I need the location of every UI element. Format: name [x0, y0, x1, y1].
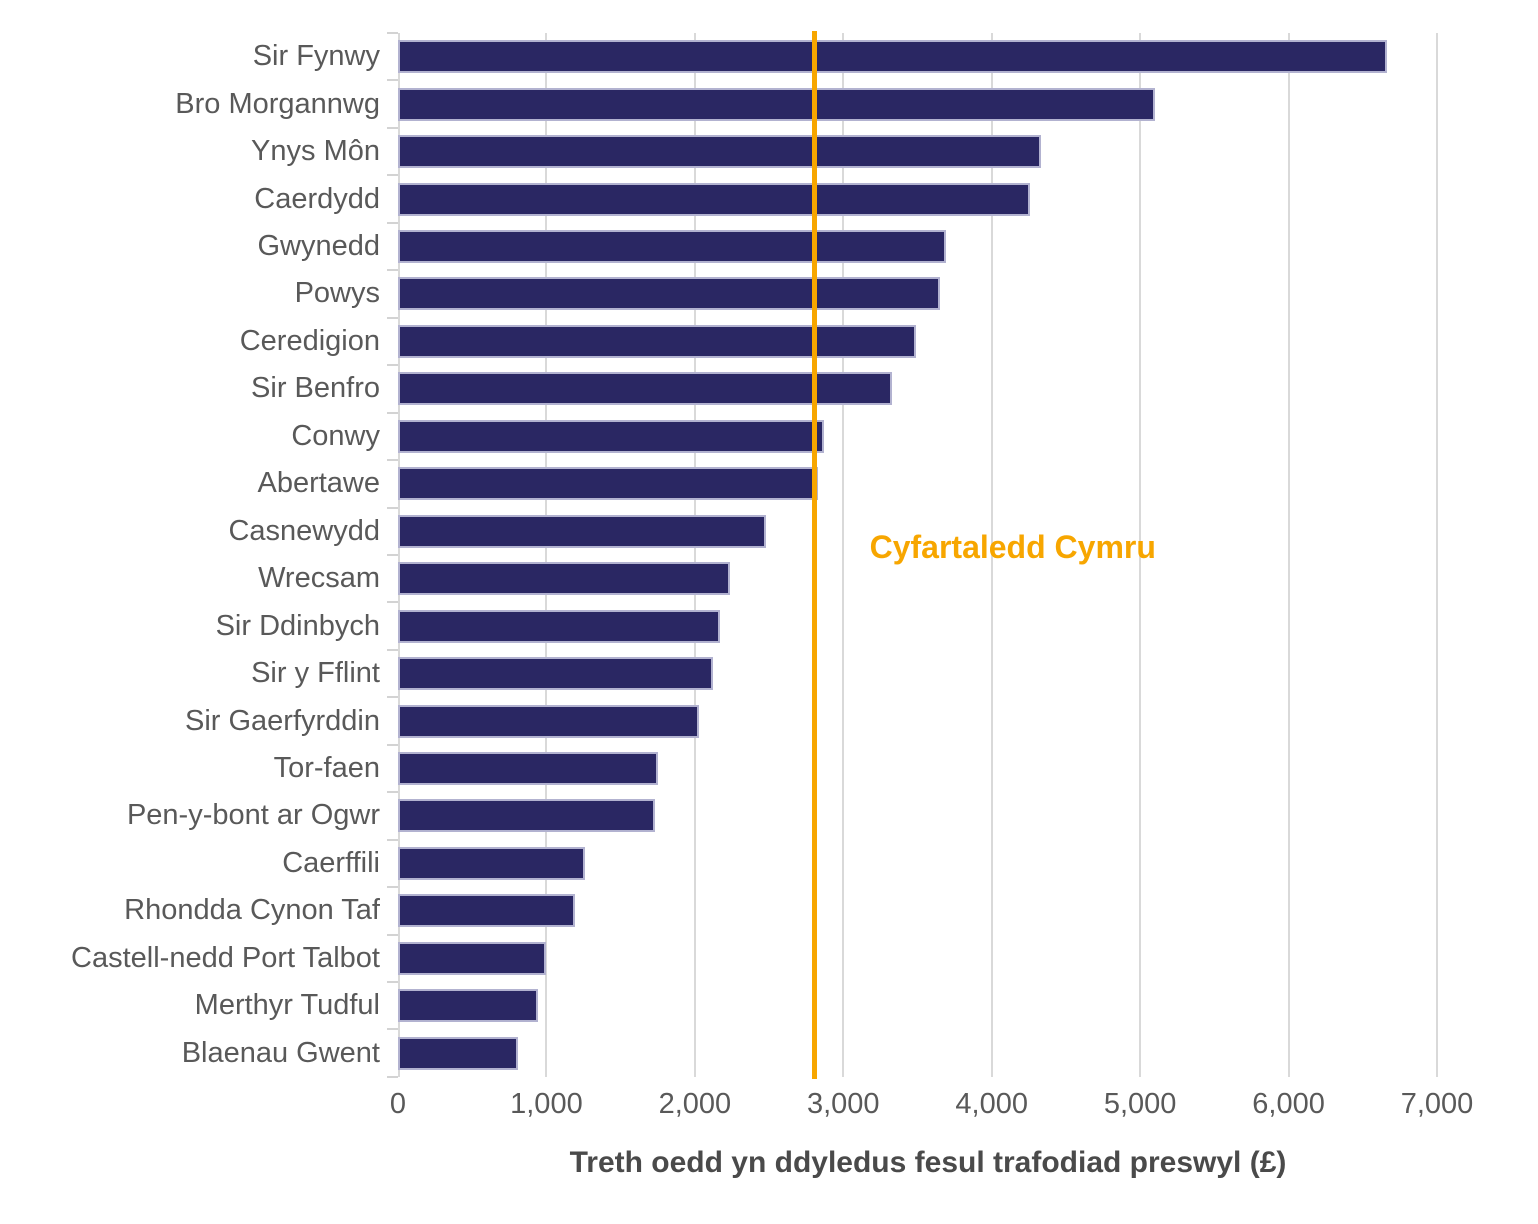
y-axis-tick	[387, 1028, 398, 1031]
y-axis-tick	[387, 32, 398, 34]
y-axis-label: Castell-nedd Port Talbot	[71, 941, 380, 974]
bar	[398, 324, 917, 358]
y-axis-label: Ynys Môn	[251, 135, 380, 168]
y-axis-tick	[387, 364, 398, 367]
bar	[398, 135, 1041, 169]
y-axis-tick	[387, 459, 398, 462]
y-axis-label: Rhondda Cynon Taf	[124, 894, 380, 927]
y-axis-tick	[387, 601, 398, 604]
bar	[398, 87, 1155, 121]
y-axis-label: Blaenau Gwent	[181, 1036, 380, 1069]
y-axis-label: Tor-faen	[273, 751, 380, 784]
y-axis-tick	[387, 316, 398, 319]
y-axis-tick	[387, 696, 398, 699]
bar	[398, 40, 1387, 74]
bar	[398, 562, 731, 596]
y-axis-tick	[387, 269, 398, 272]
y-axis-tick	[387, 886, 398, 889]
x-axis-tick-label: 3,000	[806, 1088, 880, 1120]
y-axis-label: Powys	[294, 277, 380, 310]
y-axis-tick	[387, 648, 398, 651]
y-axis-label: Sir Gaerfyrddin	[184, 704, 380, 737]
bar	[398, 894, 575, 928]
y-axis-label: Abertawe	[257, 467, 380, 500]
y-axis-label: Sir Ddinbych	[215, 609, 380, 642]
x-axis-tick-label: 4,000	[955, 1088, 1028, 1120]
gridline	[545, 33, 548, 1077]
bar	[398, 467, 819, 501]
y-axis-tick	[387, 838, 398, 841]
gridline	[1139, 33, 1142, 1077]
y-axis-label: Sir Benfro	[251, 372, 380, 405]
x-axis-title: Treth oedd yn ddyledus fesul trafodiad p…	[569, 1146, 1287, 1179]
y-axis-tick	[387, 981, 398, 983]
y-axis-line	[398, 33, 400, 1077]
y-axis-tick	[387, 553, 398, 556]
y-axis-tick	[387, 411, 398, 414]
plot-area: Cyfartaledd Cymru	[387, 31, 1458, 1079]
bar	[398, 989, 538, 1023]
average-line	[811, 31, 817, 1079]
gridline	[693, 33, 696, 1077]
y-axis-tick	[387, 79, 398, 82]
bar	[398, 846, 586, 880]
y-axis-tick	[387, 221, 398, 224]
bar	[398, 704, 700, 738]
y-axis-label: Caerffili	[282, 846, 380, 879]
x-axis-tick-label: 0	[389, 1088, 407, 1120]
bar	[398, 277, 940, 311]
x-axis-tick-label: 2,000	[658, 1088, 732, 1120]
y-axis-label: Gwynedd	[257, 230, 380, 263]
y-axis-tick	[387, 933, 398, 936]
y-axis-label: Ceredigion	[239, 324, 380, 357]
bar	[398, 941, 547, 975]
y-axis-tick	[387, 791, 398, 794]
bar	[398, 514, 767, 548]
x-axis-tick-label: 6,000	[1252, 1088, 1325, 1120]
y-axis-label: Casnewydd	[228, 514, 380, 547]
bar	[398, 372, 893, 406]
bar	[398, 799, 655, 833]
bar	[398, 419, 824, 453]
gridline	[1436, 33, 1438, 1077]
average-line-label: Cyfartaledd Cymru	[869, 529, 1156, 565]
gridline	[842, 33, 845, 1077]
bar	[398, 657, 713, 691]
y-axis-label: Sir y Fflint	[251, 657, 380, 690]
y-axis-tick	[387, 1075, 398, 1078]
bar	[398, 1036, 519, 1070]
y-axis-tick	[387, 174, 398, 177]
y-axis-label: Sir Fynwy	[252, 40, 380, 73]
y-axis-tick	[387, 743, 398, 746]
y-axis-label: Conwy	[291, 419, 380, 452]
y-axis-tick	[387, 506, 398, 509]
y-axis-label: Wrecsam	[258, 562, 380, 595]
gridline	[990, 33, 993, 1077]
bar	[398, 230, 946, 264]
gridline	[1287, 33, 1290, 1077]
bar	[398, 751, 658, 785]
y-axis-tick	[387, 126, 398, 129]
y-axis-label: Bro Morgannwg	[175, 87, 380, 120]
x-axis-tick-label: 7,000	[1400, 1088, 1474, 1120]
bar	[398, 609, 721, 643]
y-axis-label: Caerdydd	[254, 182, 380, 215]
x-axis-tick-label: 1,000	[510, 1088, 583, 1120]
y-axis-label: Merthyr Tudful	[194, 989, 380, 1022]
bar	[398, 182, 1031, 216]
x-axis-tick-label: 5,000	[1103, 1088, 1177, 1120]
y-axis-label: Pen-y-bont ar Ogwr	[126, 799, 380, 832]
